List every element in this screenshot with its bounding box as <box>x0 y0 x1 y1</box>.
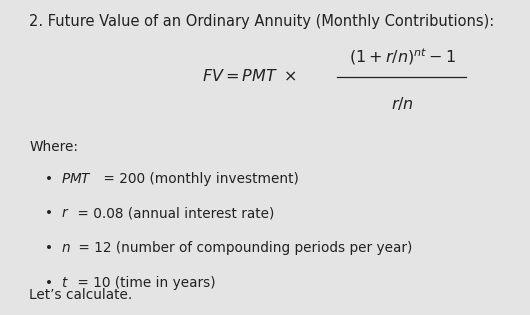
Text: $FV = PMT\ \times$: $FV = PMT\ \times$ <box>202 68 297 83</box>
Text: $t$: $t$ <box>61 276 69 289</box>
Text: = 10 (time in years): = 10 (time in years) <box>73 276 215 289</box>
Text: $r/n$: $r/n$ <box>391 95 414 112</box>
Text: $n$: $n$ <box>61 241 70 255</box>
Text: = 200 (monthly investment): = 200 (monthly investment) <box>99 172 299 186</box>
Text: = 12 (number of compounding periods per year): = 12 (number of compounding periods per … <box>74 241 412 255</box>
Text: •: • <box>45 241 53 255</box>
Text: •: • <box>45 276 53 289</box>
Text: = 0.08 (annual interest rate): = 0.08 (annual interest rate) <box>73 206 274 220</box>
Text: •: • <box>45 172 53 186</box>
Text: $PMT$: $PMT$ <box>61 172 92 186</box>
Text: Let’s calculate.: Let’s calculate. <box>29 289 132 302</box>
Text: •: • <box>45 206 53 220</box>
Text: $r$: $r$ <box>61 206 69 220</box>
Text: 2. Future Value of an Ordinary Annuity (Monthly Contributions):: 2. Future Value of an Ordinary Annuity (… <box>29 14 494 29</box>
Text: $(1+r/n)^{nt}-1$: $(1+r/n)^{nt}-1$ <box>349 46 456 67</box>
Text: Where:: Where: <box>29 140 78 154</box>
